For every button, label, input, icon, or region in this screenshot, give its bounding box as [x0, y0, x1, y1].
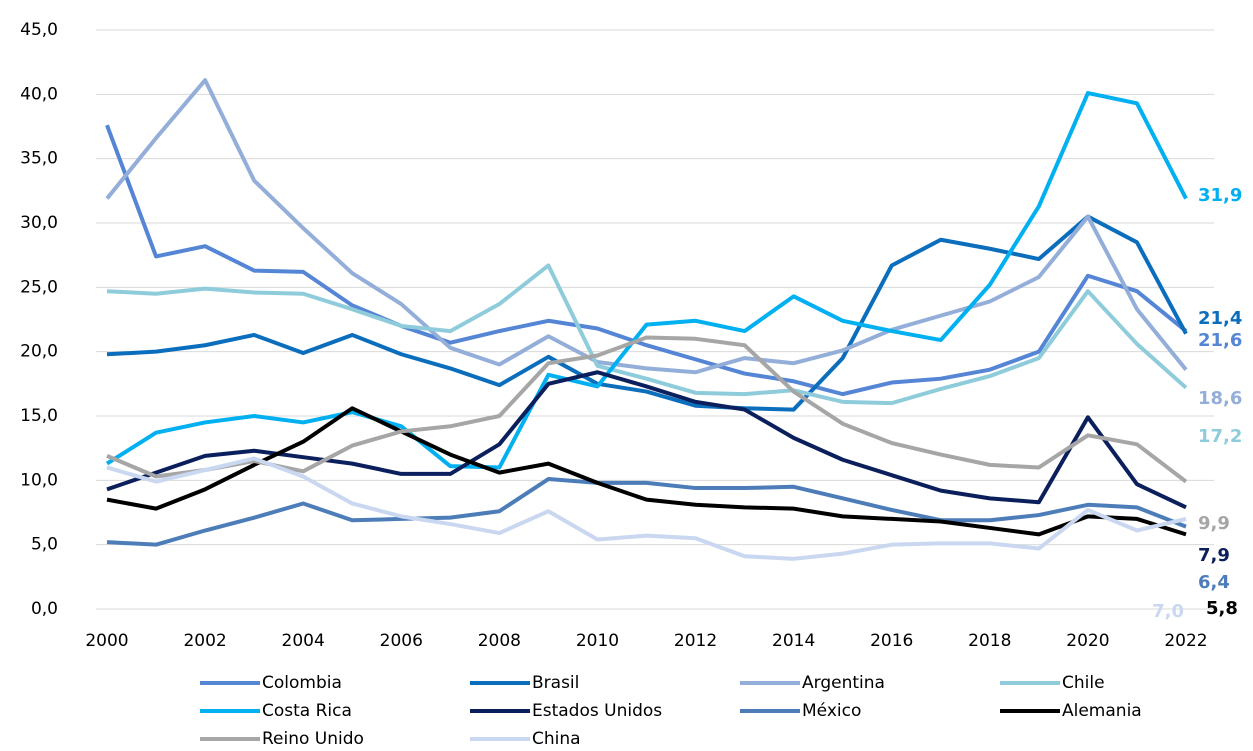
legend-label: China	[532, 729, 581, 749]
y-tick-label: 35,0	[20, 149, 58, 169]
x-tick-label: 2018	[968, 631, 1011, 651]
y-tick-label: 0,0	[31, 599, 58, 619]
data-label: 7,0	[1152, 601, 1184, 622]
x-tick-label: 2000	[85, 631, 128, 651]
data-label: 17,2	[1198, 426, 1242, 447]
legend-label: México	[802, 701, 861, 721]
x-tick-label: 2012	[674, 631, 717, 651]
data-label: 5,8	[1206, 598, 1238, 619]
y-tick-label: 25,0	[20, 277, 58, 297]
y-tick-label: 20,0	[20, 342, 58, 362]
data-label: 7,9	[1198, 545, 1230, 566]
y-tick-label: 40,0	[20, 84, 58, 104]
x-tick-label: 2016	[870, 631, 913, 651]
x-tick-label: 2010	[576, 631, 619, 651]
series-line	[106, 406, 1187, 537]
y-tick-label: 15,0	[20, 406, 58, 426]
legend-label: Reino Unido	[262, 729, 364, 749]
series-line	[105, 91, 1188, 470]
series-line	[106, 370, 1187, 510]
series-line	[105, 124, 1188, 397]
series-line	[106, 477, 1187, 547]
y-tick-label: 45,0	[20, 20, 58, 40]
series-line	[106, 263, 1188, 406]
legend-label: Chile	[1062, 673, 1105, 693]
data-label: 31,9	[1198, 185, 1242, 206]
x-tick-label: 2014	[772, 631, 815, 651]
y-tick-label: 5,0	[31, 535, 58, 555]
x-tick-label: 2004	[282, 631, 325, 651]
data-label: 6,4	[1198, 572, 1230, 593]
x-tick-label: 2022	[1164, 631, 1207, 651]
data-label: 21,6	[1198, 330, 1242, 351]
legend-label: Costa Rica	[262, 701, 352, 721]
series-line	[106, 214, 1188, 412]
legend-label: Alemania	[1062, 701, 1142, 721]
y-tick-label: 30,0	[20, 213, 58, 233]
data-label: 9,9	[1198, 513, 1230, 534]
data-label: 21,4	[1198, 308, 1242, 329]
series-line	[106, 456, 1187, 561]
x-tick-label: 2006	[380, 631, 423, 651]
data-label: 18,6	[1198, 388, 1242, 409]
legend-label: Brasil	[532, 673, 579, 693]
y-tick-label: 10,0	[20, 470, 58, 490]
x-tick-label: 2008	[478, 631, 521, 651]
legend-label: Estados Unidos	[532, 701, 662, 721]
x-tick-label: 2002	[183, 631, 226, 651]
legend-label: Argentina	[802, 673, 885, 693]
legend-label: Colombia	[262, 673, 342, 693]
x-tick-label: 2020	[1066, 631, 1109, 651]
series-line	[105, 78, 1188, 375]
series-line	[106, 335, 1188, 484]
